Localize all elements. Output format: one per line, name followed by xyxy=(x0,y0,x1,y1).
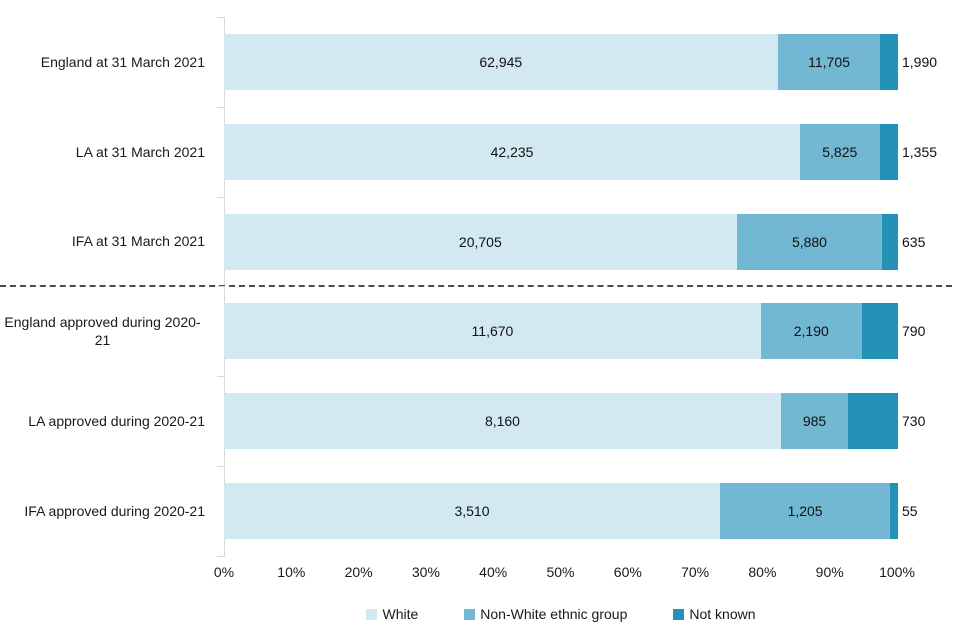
x-tick-label: 80% xyxy=(748,564,777,580)
category-label: IFA approved during 2020-21 xyxy=(0,502,205,520)
bar-row: England at 31 March 2021 62,945 11,705 1,99… xyxy=(0,17,960,107)
value-label-outside: 55 xyxy=(902,503,918,520)
value-label: 20,705 xyxy=(458,233,502,250)
category-label-text: LA approved during 2020-21 xyxy=(28,413,205,430)
legend-label: Non-White ethnic group xyxy=(480,606,628,622)
segment-non-white: 1,205 xyxy=(719,483,891,540)
segment-white: 3,510 xyxy=(224,483,720,540)
bar-track: 20,705 5,880 xyxy=(224,213,898,270)
segment-not-known xyxy=(880,33,898,90)
segment-not-known xyxy=(848,393,898,450)
category-label-text: England approved during 2020-21 xyxy=(4,314,201,349)
x-tick-label: 70% xyxy=(681,564,710,580)
x-axis: 0% 10% 20% 30% 40% 50% 60% 70% 80% 90% 100% xyxy=(0,564,960,584)
segment-not-known xyxy=(890,483,898,540)
bar-row: LA at 31 March 2021 42,235 5,825 1,355 xyxy=(0,107,960,197)
bar-row: IFA approved during 2020-21 3,510 1,205 55 xyxy=(0,466,960,556)
category-label-text: IFA at 31 March 2021 xyxy=(71,233,205,250)
y-axis-tick xyxy=(217,106,225,108)
value-label: 42,235 xyxy=(490,143,534,160)
value-label: 985 xyxy=(802,413,827,430)
category-label: LA approved during 2020-21 xyxy=(0,412,205,430)
bar-rows: England at 31 March 2021 62,945 11,705 1,99… xyxy=(0,17,960,556)
y-axis-tick xyxy=(217,466,225,468)
segment-non-white: 5,825 xyxy=(800,123,880,180)
segment-white: 20,705 xyxy=(224,213,737,270)
value-label: 8,160 xyxy=(484,413,520,430)
value-label-outside: 1,355 xyxy=(902,143,938,160)
legend-swatch xyxy=(366,608,378,620)
x-tick-label: 90% xyxy=(815,564,844,580)
value-label-outside: 730 xyxy=(902,413,926,430)
x-tick-label: 30% xyxy=(411,564,440,580)
segment-white: 8,160 xyxy=(224,393,781,450)
bar-track: 3,510 1,205 xyxy=(224,483,898,540)
bar-track: 42,235 5,825 xyxy=(224,123,898,180)
y-axis-tick xyxy=(217,196,225,198)
category-label-text: IFA approved during 2020-21 xyxy=(24,502,205,519)
x-tick-label: 50% xyxy=(546,564,575,580)
value-label: 1,205 xyxy=(787,503,823,520)
y-axis-tick xyxy=(217,286,225,288)
value-label: 11,705 xyxy=(808,53,850,70)
segment-non-white: 5,880 xyxy=(736,213,883,270)
y-axis-tick xyxy=(217,555,225,557)
segment-non-white: 11,705 xyxy=(777,33,881,90)
bar-row: IFA at 31 March 2021 20,705 5,880 635 xyxy=(0,197,960,287)
x-tick-label: 0% xyxy=(213,564,235,580)
bar-track: 8,160 985 xyxy=(224,393,898,450)
bar-row: LA approved during 2020-21 8,160 985 730 xyxy=(0,376,960,466)
segment-non-white: 985 xyxy=(780,393,849,450)
segment-non-white: 2,190 xyxy=(760,303,862,360)
category-label: LA at 31 March 2021 xyxy=(0,143,205,161)
value-label-outside: 1,990 xyxy=(902,53,938,70)
segment-not-known xyxy=(861,303,898,360)
x-tick-label: 60% xyxy=(613,564,642,580)
x-tick-label: 20% xyxy=(344,564,373,580)
y-axis-tick xyxy=(217,376,225,378)
segment-white: 11,670 xyxy=(224,303,761,360)
segment-white: 62,945 xyxy=(224,33,778,90)
legend-label: Not known xyxy=(689,606,756,622)
segment-white: 42,235 xyxy=(224,123,801,180)
legend-swatch xyxy=(464,608,476,620)
x-tick-label: 40% xyxy=(479,564,508,580)
bar-track: 11,670 2,190 xyxy=(224,303,898,360)
value-label: 2,190 xyxy=(793,323,829,340)
value-label: 11,670 xyxy=(471,323,514,340)
bar-row: England approved during 2020-21 11,670 2,1… xyxy=(0,286,960,376)
segment-not-known xyxy=(879,123,898,180)
segment-not-known xyxy=(882,213,898,270)
value-label-outside: 790 xyxy=(902,323,926,340)
y-axis-tick xyxy=(217,17,225,18)
category-label: England at 31 March 2021 xyxy=(0,53,205,71)
category-label-text: LA at 31 March 2021 xyxy=(75,143,205,160)
legend-item: Non-White ethnic group xyxy=(464,606,627,622)
value-label: 62,945 xyxy=(479,53,523,70)
legend-label: White xyxy=(382,606,419,622)
x-tick-label: 10% xyxy=(277,564,306,580)
category-label: England approved during 2020-21 xyxy=(0,313,205,349)
legend: White Non-White ethnic group Not known xyxy=(224,606,898,622)
value-label: 5,880 xyxy=(791,233,827,250)
value-label: 5,825 xyxy=(822,143,858,160)
category-label-text: England at 31 March 2021 xyxy=(40,53,205,70)
legend-swatch xyxy=(673,608,685,620)
legend-item: White xyxy=(366,606,418,622)
value-label: 3,510 xyxy=(454,503,490,520)
x-tick-label: 100% xyxy=(879,564,915,580)
bar-track: 62,945 11,705 xyxy=(224,33,898,90)
category-label: IFA at 31 March 2021 xyxy=(0,232,205,250)
dashed-separator-line xyxy=(0,285,952,287)
value-label-outside: 635 xyxy=(902,233,926,250)
legend-item: Not known xyxy=(673,606,756,622)
